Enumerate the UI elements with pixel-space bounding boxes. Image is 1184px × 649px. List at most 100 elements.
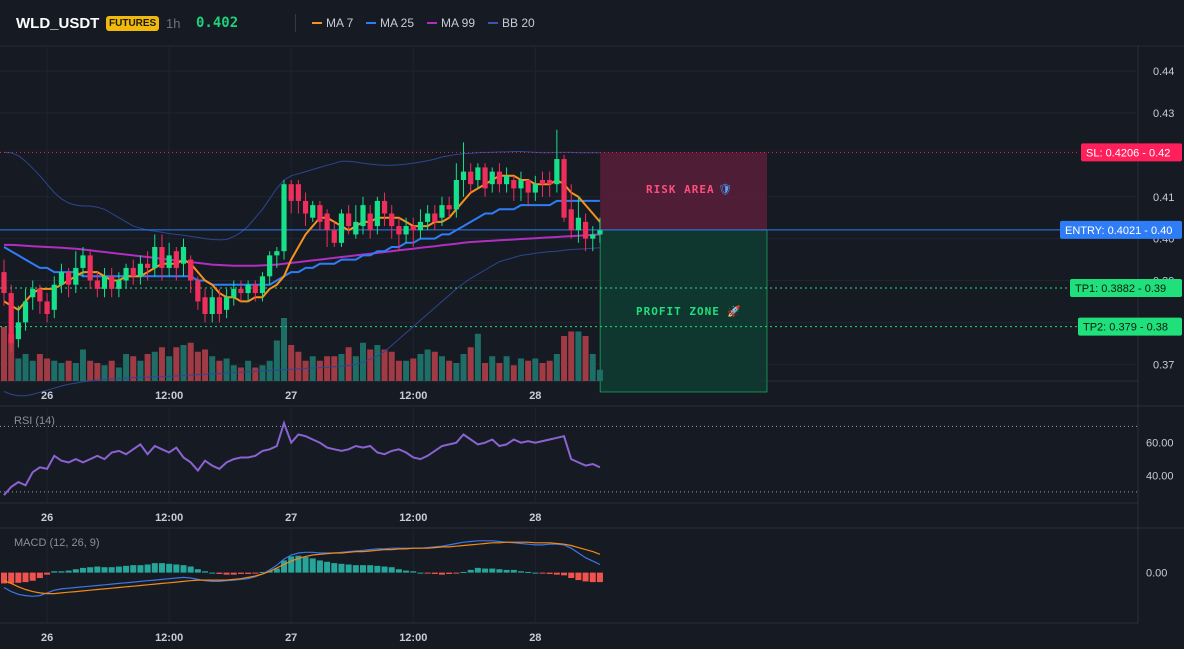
macd-histogram-bar — [216, 572, 223, 574]
legend-bb20[interactable]: BB 20 — [488, 16, 535, 30]
candle-body — [396, 226, 402, 235]
candle-body — [8, 293, 14, 344]
candle-body — [159, 247, 165, 268]
bb-upper-line — [3, 151, 600, 241]
macd-title: MACD (12, 26, 9) — [14, 537, 100, 549]
macd-x-tick: 12:00 — [399, 632, 427, 644]
macd-histogram-bar — [144, 564, 151, 573]
candle-body — [152, 247, 158, 268]
macd-histogram-bar — [510, 569, 517, 573]
candle-body — [511, 180, 517, 189]
candle-body — [137, 263, 144, 277]
macd-histogram-bar — [288, 556, 295, 573]
volume-bar — [324, 356, 331, 381]
volume-bar — [532, 358, 539, 381]
candle-body — [223, 297, 230, 310]
macd-histogram-bar — [453, 572, 460, 574]
volume-bar — [596, 369, 603, 381]
volume-bar — [568, 331, 575, 381]
volume-bar — [115, 367, 122, 381]
volume-bar — [36, 354, 43, 381]
volume-bar — [237, 367, 244, 381]
macd-histogram-bar — [302, 557, 309, 573]
volume-bar — [108, 360, 115, 381]
candle-body — [425, 213, 431, 222]
volume-bar — [22, 354, 29, 381]
timeframe-selector[interactable]: 1h — [166, 16, 181, 31]
legend-ma7-label: MA 7 — [326, 16, 354, 30]
candle-body — [109, 276, 115, 289]
macd-histogram-bar — [44, 572, 51, 575]
volume-bar — [546, 360, 553, 381]
volume-bar — [446, 360, 453, 381]
rsi-x-tick: 12:00 — [155, 512, 183, 524]
macd-histogram-bar — [503, 569, 510, 573]
volume-bar — [345, 347, 352, 381]
volume-bar — [510, 365, 517, 381]
macd-histogram-bar — [65, 570, 72, 573]
macd-histogram-bar — [517, 571, 524, 573]
volume-bar — [65, 360, 72, 381]
legend-ma99[interactable]: MA 99 — [427, 16, 475, 30]
chart-header: WLD_USDT FUTURES 1h 0.402 MA 7 MA 25 MA … — [0, 0, 1184, 46]
symbol-title[interactable]: WLD_USDT — [16, 15, 100, 32]
price-axis-tick: 0.41 — [1153, 192, 1174, 204]
candle-body — [597, 230, 603, 235]
candle-body — [94, 280, 100, 289]
candle-body — [274, 251, 280, 256]
volume-bar — [467, 347, 474, 381]
candle-body — [166, 255, 172, 268]
macd-histogram-bar — [79, 567, 86, 573]
volume-bar — [166, 356, 173, 381]
volume-bar — [410, 358, 417, 381]
candle-body — [460, 171, 467, 180]
legend-ma7[interactable]: MA 7 — [312, 16, 353, 30]
macd-histogram-bar — [331, 563, 338, 573]
macd-histogram-bar — [525, 571, 532, 573]
volume-bar — [331, 356, 338, 381]
candle-body — [58, 272, 65, 285]
candle-body — [575, 217, 581, 231]
candle-body — [417, 221, 424, 231]
legend-ma25[interactable]: MA 25 — [366, 16, 414, 30]
candle-body — [468, 171, 474, 185]
macd-histogram-bar — [130, 565, 137, 573]
volume-bar — [496, 363, 503, 381]
macd-histogram-bar — [467, 569, 474, 573]
volume-bar — [525, 360, 532, 381]
candle-body — [453, 180, 459, 210]
candle-body — [525, 180, 531, 193]
volume-bar — [194, 351, 201, 381]
candle-body — [37, 288, 43, 302]
macd-histogram-bar — [8, 572, 15, 584]
macd-histogram-bar — [151, 563, 158, 573]
volume-bar — [87, 360, 94, 381]
candle-body — [101, 276, 108, 289]
volume-bar — [395, 360, 402, 381]
macd-histogram-bar — [245, 572, 252, 574]
macd-histogram-bar — [410, 571, 417, 573]
volume-bar — [1, 327, 7, 381]
macd-histogram-bar — [474, 567, 481, 573]
macd-histogram-bar — [546, 572, 553, 574]
rsi-axis-tick: 60.00 — [1146, 438, 1174, 450]
candle-body — [1, 272, 7, 294]
rsi-x-tick: 26 — [41, 512, 53, 524]
ma7-line — [3, 174, 601, 312]
macd-histogram-bar — [424, 572, 431, 574]
macd-histogram-bar — [281, 560, 288, 573]
macd-histogram-bar — [568, 572, 575, 579]
legend-bb20-label: BB 20 — [502, 16, 535, 30]
candle-body — [302, 200, 309, 214]
candle-body — [252, 284, 258, 294]
macd-histogram-bar — [553, 572, 560, 575]
candle-body — [561, 159, 567, 218]
candle-body — [489, 171, 495, 185]
macd-histogram-bar — [237, 572, 244, 574]
macd-histogram-bar — [352, 565, 359, 573]
price-x-tick: 28 — [529, 390, 541, 402]
volume-bar — [438, 356, 445, 381]
macd-histogram-bar — [273, 568, 280, 573]
volume-bar — [367, 349, 374, 381]
